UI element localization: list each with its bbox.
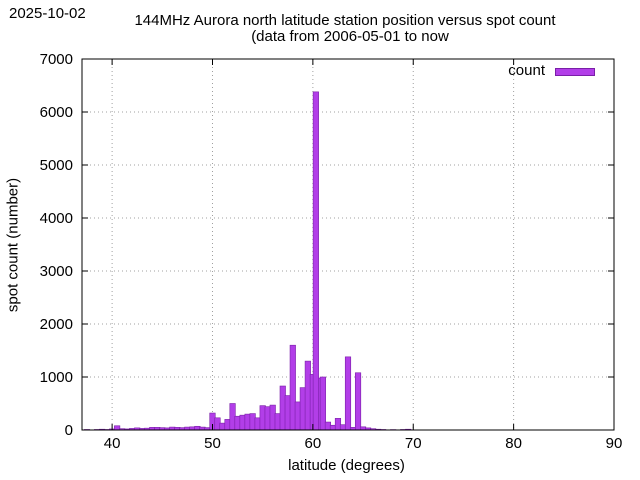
y-tick-label: 2000 (40, 316, 73, 333)
bar (254, 417, 261, 431)
bar (274, 413, 281, 431)
bar (244, 413, 251, 431)
bar (312, 91, 319, 431)
y-tick-label: 4000 (40, 210, 73, 227)
legend-label: count (508, 62, 545, 79)
bar (354, 372, 362, 431)
bar (224, 419, 231, 431)
bar (264, 406, 271, 431)
bar (319, 376, 326, 431)
bar (114, 425, 121, 431)
y-tick-label: 6000 (40, 104, 73, 121)
bar (249, 413, 256, 431)
bar (299, 387, 306, 431)
date-stamp: 2025-10-02 (9, 5, 86, 22)
y-tick-label: 1000 (40, 369, 73, 386)
bar (329, 424, 337, 431)
y-tick-label: 3000 (40, 263, 73, 280)
bar (234, 415, 241, 431)
y-tick-label: 5000 (40, 157, 73, 174)
bar (194, 425, 201, 431)
bar (339, 424, 347, 431)
x-tick-label: 60 (305, 435, 322, 452)
bar (304, 360, 311, 431)
x-tick-label: 70 (405, 435, 422, 452)
bar (289, 344, 296, 431)
bar (269, 404, 276, 431)
bar (294, 401, 301, 431)
bar (229, 403, 236, 431)
plot-frame (81, 58, 615, 431)
bar (284, 395, 291, 431)
bar (279, 385, 286, 431)
x-tick-label: 80 (505, 435, 522, 452)
bar (219, 422, 226, 431)
bar (324, 421, 331, 431)
bar (344, 356, 352, 431)
y-tick-label: 0 (65, 422, 73, 439)
legend-swatch (555, 68, 595, 76)
bar (334, 418, 342, 431)
x-axis-label: latitude (degrees) (288, 457, 405, 474)
chart-title: 144MHz Aurora north latitude station pos… (134, 12, 556, 29)
x-tick-label: 90 (606, 435, 623, 452)
x-tick-label: 40 (104, 435, 121, 452)
y-tick-label: 7000 (40, 51, 73, 68)
bar (214, 417, 221, 431)
bar (259, 405, 266, 431)
x-tick-label: 50 (204, 435, 221, 452)
chart-subtitle: (data from 2006-05-01 to now (251, 28, 449, 45)
bar (239, 414, 246, 431)
